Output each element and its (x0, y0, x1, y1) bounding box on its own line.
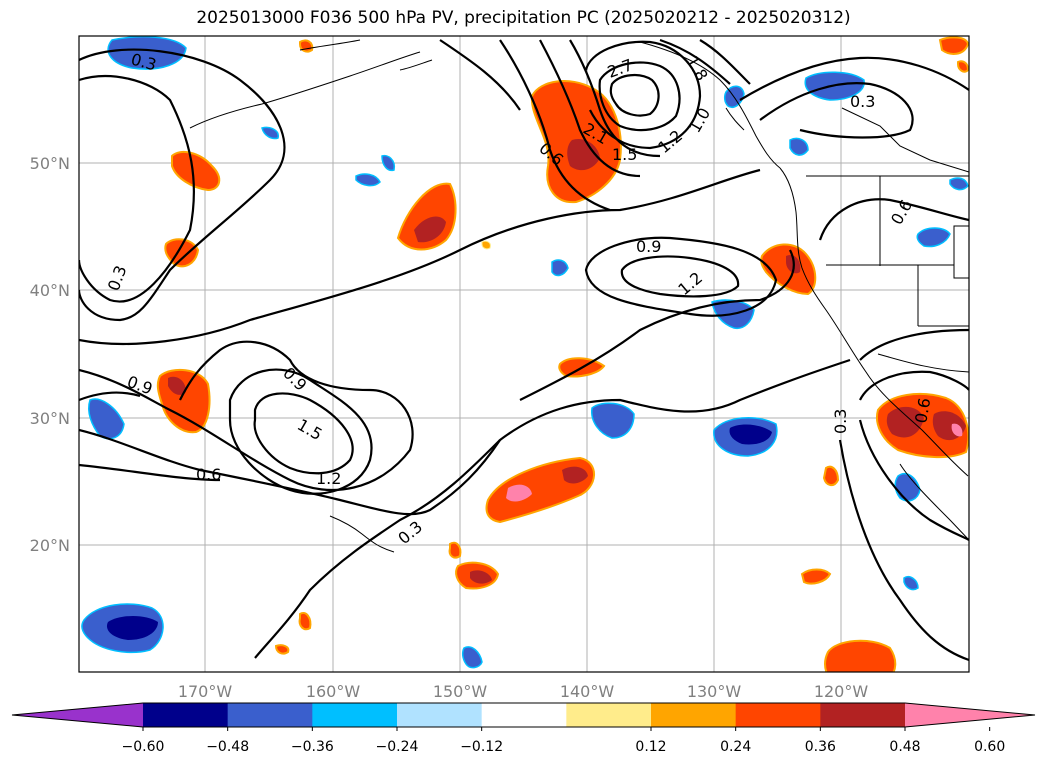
contour-label: 0.9 (636, 237, 661, 256)
colorbar-extension-high (905, 703, 1035, 727)
colorbar-segment (735, 703, 821, 727)
colorbar-segment (397, 703, 483, 727)
contour-label: 1.5 (612, 145, 637, 164)
colorbar-tick-label: 0.48 (889, 739, 920, 755)
colorbar-tick-label: 0.60 (974, 739, 1005, 755)
lat-label: 30°N (30, 409, 70, 428)
colorbar-segment (566, 703, 652, 727)
lat-label: 40°N (30, 281, 70, 300)
colorbar-segment (312, 703, 398, 727)
colorbar-tick-label: −0.24 (376, 739, 419, 755)
contour-label: 0.3 (831, 409, 850, 434)
colorbar-segment (227, 703, 313, 727)
latitude-labels: 50°N 40°N 30°N 20°N (30, 154, 70, 555)
contour-label: 0.3 (850, 92, 875, 111)
colorbar-segment (820, 703, 906, 727)
contour-label: 0.6 (196, 465, 221, 484)
longitude-labels: 170°W 160°W 150°W 140°W 130°W 120°W (178, 682, 869, 701)
colorbar-tick-label: −0.48 (206, 739, 249, 755)
lat-label: 20°N (30, 536, 70, 555)
colorbar-tick-label: 0.36 (805, 739, 836, 755)
map-area (79, 36, 969, 672)
colorbar-tick-label: −0.12 (460, 739, 503, 755)
lon-label: 150°W (433, 682, 488, 701)
colorbar-tick-label: 0.12 (635, 739, 666, 755)
contour-label: 0.6 (911, 396, 934, 424)
colorbar-segment (651, 703, 737, 727)
lon-label: 170°W (178, 682, 233, 701)
lon-label: 130°W (687, 682, 742, 701)
colorbar-tick-label: −0.60 (122, 739, 165, 755)
contour-label: 1.2 (316, 469, 341, 488)
colorbar-segments (11, 702, 1036, 728)
negative-precip-shading (81, 36, 969, 669)
positive-precip-shading (156, 36, 969, 672)
colorbar-extension-low (12, 703, 143, 727)
colorbar-ticks: −0.60 −0.48 −0.36 −0.24 −0.12 0.12 0.24 0.36 0.4… (122, 727, 1005, 755)
pv-contours (79, 38, 969, 662)
colorbar-segment (481, 703, 567, 727)
map-title: 2025013000 F036 500 hPa PV, precipitatio… (196, 8, 851, 28)
lon-label: 160°W (306, 682, 361, 701)
colorbar-segment (143, 703, 229, 727)
colorbar-tick-label: 0.24 (720, 739, 751, 755)
colorbar-tick-label: −0.36 (291, 739, 334, 755)
colorbar: −0.60 −0.48 −0.36 −0.24 −0.12 0.12 0.24 0.36 0.4… (11, 702, 1036, 755)
lon-label: 140°W (560, 682, 615, 701)
lat-label: 50°N (30, 154, 70, 173)
lon-label: 120°W (814, 682, 869, 701)
map-frame (78, 35, 970, 673)
